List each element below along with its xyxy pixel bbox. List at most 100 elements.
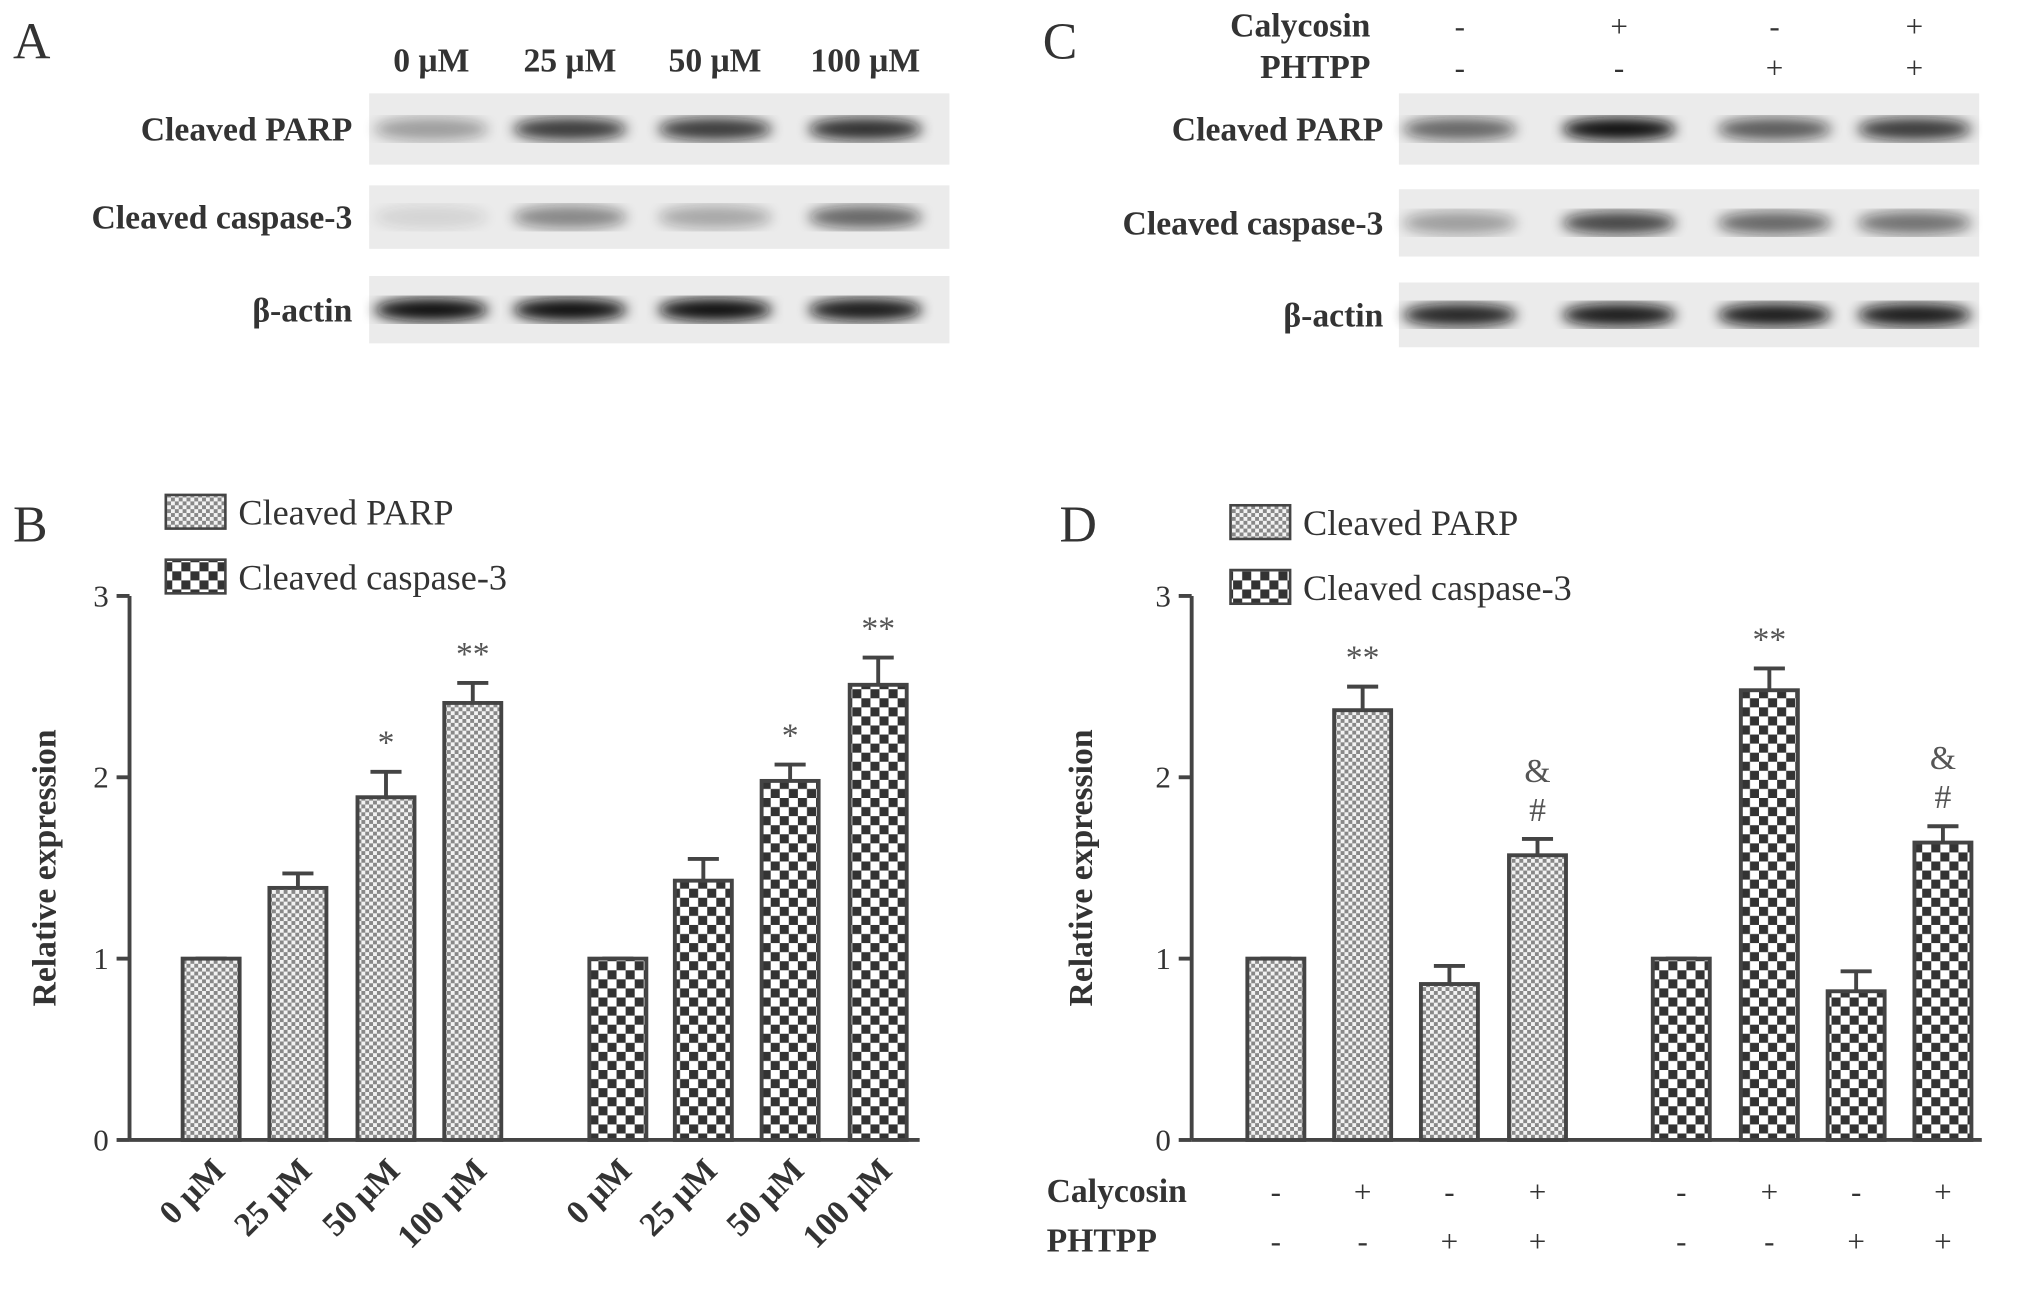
blot-band <box>1717 117 1832 141</box>
treatment-sign: + <box>1906 50 1924 85</box>
y-tick-label: 2 <box>93 760 109 795</box>
bar <box>1418 982 1480 1142</box>
treatment-sign: - <box>1271 1174 1281 1209</box>
legend-swatch <box>1229 503 1292 541</box>
blot-band <box>1562 117 1677 141</box>
y-axis-label: Relative expression <box>1063 729 1100 1006</box>
blot-band <box>1717 211 1832 235</box>
significance-mark: # <box>1529 792 1546 829</box>
bar <box>1332 708 1394 1142</box>
lane-label: 0 μM <box>393 42 469 79</box>
legend-label: Cleaved PARP <box>238 493 453 533</box>
x-tick-label: 25 μM <box>227 1152 319 1244</box>
bar <box>1507 853 1568 1142</box>
significance-mark: ** <box>456 636 490 673</box>
bar <box>587 956 649 1142</box>
significance-mark: & <box>1524 753 1550 790</box>
blot-band <box>1402 303 1517 327</box>
treatment-sign: + <box>1766 50 1784 85</box>
bar <box>1245 956 1307 1142</box>
treatment-sign: - <box>1444 1174 1454 1209</box>
treatment-sign: - <box>1455 50 1465 85</box>
bar <box>1650 956 1712 1142</box>
treatment-label: Calycosin <box>1230 7 1371 44</box>
panel-label: B <box>13 497 48 554</box>
significance-mark: # <box>1935 779 1952 816</box>
y-tick-label: 2 <box>1155 760 1171 795</box>
legend-label: Cleaved caspase-3 <box>1303 568 1572 608</box>
significance-mark: * <box>378 725 395 762</box>
panel-label: A <box>13 13 51 70</box>
blot-band <box>1717 303 1832 327</box>
bar <box>267 885 329 1142</box>
blot-band <box>1562 211 1677 235</box>
significance-mark: ** <box>1753 621 1787 658</box>
treatment-sign: - <box>1357 1223 1367 1258</box>
blot-band <box>374 298 489 322</box>
blot-band <box>1857 303 1972 327</box>
panel-label: D <box>1060 497 1097 554</box>
treatment-sign: - <box>1769 8 1779 43</box>
treatment-sign: + <box>1761 1174 1779 1209</box>
bar <box>759 778 821 1142</box>
blot-band <box>808 205 923 229</box>
bar <box>1738 688 1800 1142</box>
blot-band <box>374 117 489 141</box>
blot-band <box>1402 211 1517 235</box>
treatment-sign: - <box>1764 1223 1774 1258</box>
treatment-sign: + <box>1529 1223 1547 1258</box>
blot-band <box>512 205 627 229</box>
bar <box>442 700 504 1142</box>
legend-swatch <box>164 493 227 530</box>
legend-swatch <box>1229 568 1292 606</box>
x-tick-label: 0 μM <box>152 1152 232 1232</box>
y-tick-label: 1 <box>93 941 109 976</box>
lane-label: 100 μM <box>810 42 920 79</box>
blot-band <box>1857 211 1972 235</box>
y-axis-label: Relative expression <box>27 729 64 1006</box>
significance-mark: ** <box>1346 639 1380 676</box>
y-tick-label: 0 <box>93 1122 109 1157</box>
blot-band <box>512 117 627 141</box>
treatment-sign: + <box>1934 1223 1952 1258</box>
bar <box>672 878 734 1142</box>
significance-mark: & <box>1930 740 1956 777</box>
blot-row-label: β-actin <box>252 292 352 329</box>
blot-row-label: Cleaved caspase-3 <box>92 200 353 237</box>
x-tick-label: 100 μM <box>390 1152 494 1256</box>
x-tick-label: 0 μM <box>559 1152 639 1232</box>
bar <box>847 682 909 1142</box>
blot-band <box>374 205 489 229</box>
blot-band <box>658 205 772 229</box>
y-tick-label: 3 <box>93 578 109 613</box>
treatment-sign: - <box>1676 1174 1686 1209</box>
treatment-sign: - <box>1614 50 1624 85</box>
blot-row-label: Cleaved PARP <box>1172 112 1384 149</box>
treatment-sign: - <box>1851 1174 1861 1209</box>
treatment-sign: - <box>1455 8 1465 43</box>
bar <box>355 795 417 1142</box>
treatment-label: PHTPP <box>1047 1222 1157 1259</box>
treatment-sign: + <box>1610 8 1628 43</box>
blot-row-label: β-actin <box>1283 298 1383 335</box>
blot-band <box>1562 303 1677 327</box>
bar <box>1825 989 1887 1142</box>
treatment-sign: - <box>1676 1223 1686 1258</box>
blot-band <box>658 117 772 141</box>
treatment-sign: + <box>1354 1174 1372 1209</box>
y-tick-label: 0 <box>1155 1122 1171 1157</box>
panel-label: C <box>1043 13 1078 70</box>
legend-label: Cleaved PARP <box>1303 503 1518 543</box>
significance-mark: ** <box>861 610 895 647</box>
blot-band <box>512 298 627 322</box>
x-tick-label: 25 μM <box>633 1152 725 1244</box>
treatment-sign: + <box>1847 1223 1865 1258</box>
legend-swatch <box>164 558 227 595</box>
blot-band <box>1857 117 1972 141</box>
blot-band <box>658 298 772 322</box>
lane-label: 25 μM <box>523 42 616 79</box>
significance-mark: * <box>782 717 799 754</box>
lane-label: 50 μM <box>669 42 762 79</box>
treatment-sign: + <box>1441 1223 1459 1258</box>
